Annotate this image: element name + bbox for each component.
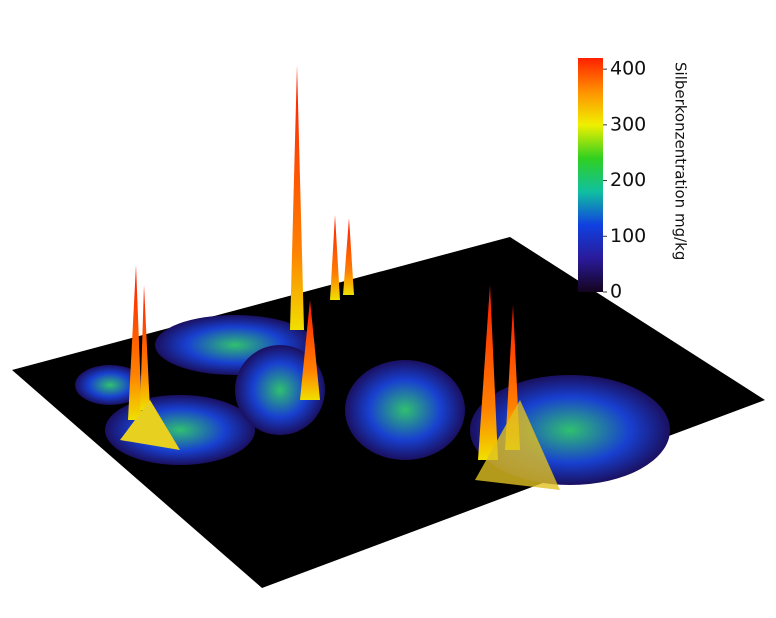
spike (300, 300, 320, 400)
ridge (475, 400, 560, 490)
spike (343, 218, 354, 295)
spike (290, 65, 304, 330)
spike (128, 265, 142, 420)
colorbar: Silberkonzentration mg/kg 0 100 200 300 400 (578, 58, 690, 303)
ridge (120, 400, 180, 450)
blob (235, 345, 325, 435)
blob (75, 365, 145, 405)
tick-label: 100 (610, 225, 646, 247)
blob (345, 360, 465, 460)
colorbar-label: Silberkonzentration mg/kg (672, 62, 690, 260)
surface (12, 65, 765, 588)
spike (330, 215, 340, 300)
tick-label: 0 (610, 281, 622, 303)
tick-label: 200 (610, 169, 646, 191)
spike (140, 285, 150, 410)
tick-label: 300 (610, 113, 646, 135)
spike (478, 285, 498, 460)
colorbar-gradient (578, 58, 603, 292)
tick-label: 400 (610, 58, 646, 80)
